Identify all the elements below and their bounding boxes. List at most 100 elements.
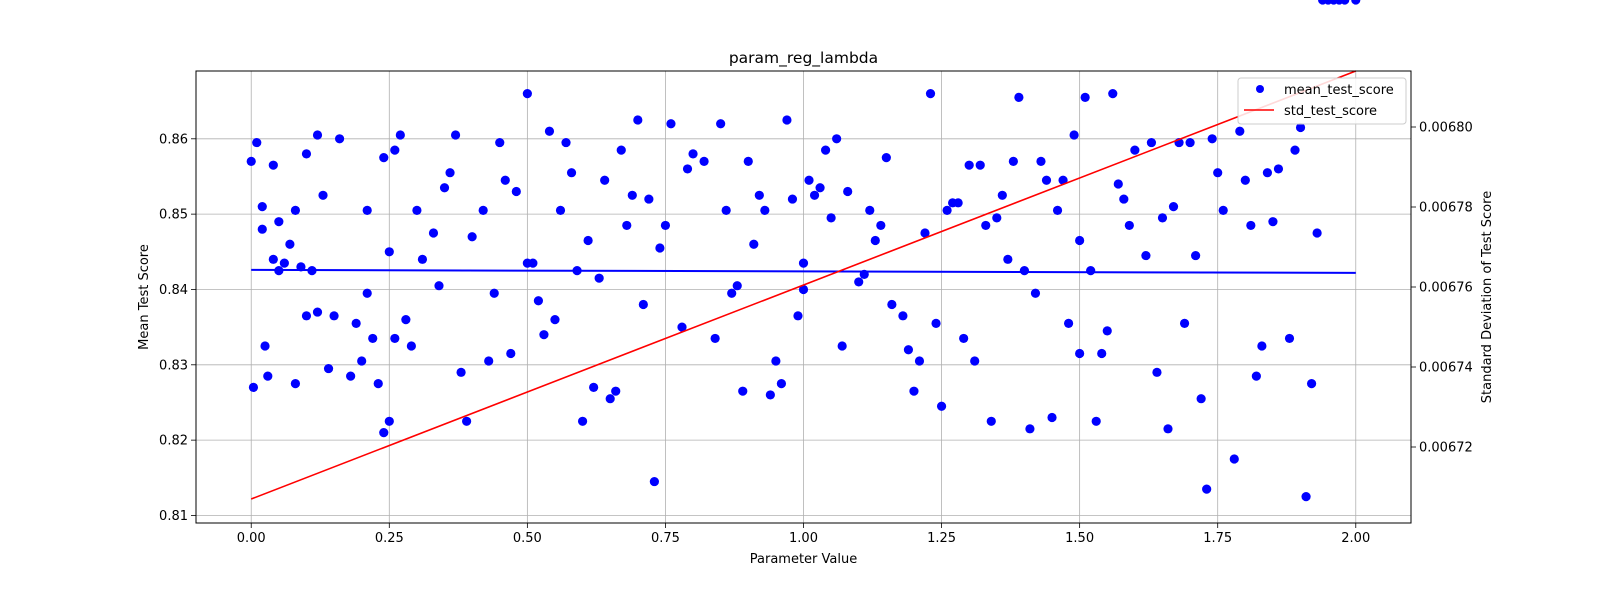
scatter-point — [782, 115, 791, 124]
scatter-point — [1290, 146, 1299, 155]
scatter-point — [1252, 372, 1261, 381]
scatter-point — [1092, 417, 1101, 426]
scatter-point — [1125, 221, 1134, 230]
scatter-point — [1163, 424, 1172, 433]
y-tick-label: 0.82 — [159, 434, 188, 449]
scatter-point — [799, 259, 808, 268]
scatter-point — [931, 319, 940, 328]
scatter-point — [976, 161, 985, 170]
scatter-point — [1108, 89, 1117, 98]
scatter-point — [1169, 202, 1178, 211]
scatter-point — [1053, 206, 1062, 215]
scatter-point — [462, 417, 471, 426]
scatter-point — [523, 89, 532, 98]
scatter-point — [760, 206, 769, 215]
scatter-point — [716, 119, 725, 128]
scatter-point — [1185, 138, 1194, 147]
scatter-point — [942, 206, 951, 215]
scatter-point — [722, 206, 731, 215]
y2-tick-label: 0.00676 — [1419, 281, 1473, 296]
scatter-point — [1130, 146, 1139, 155]
scatter-point — [688, 149, 697, 158]
scatter-point — [445, 168, 454, 177]
scatter-point — [838, 341, 847, 350]
scatter-point — [495, 138, 504, 147]
scatter-point — [291, 379, 300, 388]
scatter-point — [683, 164, 692, 173]
scatter-point — [854, 277, 863, 286]
scatter-point — [1246, 221, 1255, 230]
scatter-point — [882, 153, 891, 162]
legend-marker-mean — [1256, 85, 1264, 93]
scatter-point — [788, 194, 797, 203]
scatter-point — [1197, 394, 1206, 403]
scatter-point — [733, 281, 742, 290]
scatter-point — [396, 130, 405, 139]
scatter-point — [1208, 134, 1217, 143]
scatter-point — [1003, 255, 1012, 264]
y2-tick-label: 0.00672 — [1419, 441, 1473, 456]
scatter-point — [810, 191, 819, 200]
scatter-point — [766, 390, 775, 399]
scatter-point — [1274, 164, 1283, 173]
scatter-point — [451, 130, 460, 139]
scatter-point — [1301, 492, 1310, 501]
scatter-point — [1180, 319, 1189, 328]
scatter-point — [324, 364, 333, 373]
scatter-point — [1202, 485, 1211, 494]
y2-tick-label: 0.00680 — [1419, 121, 1473, 136]
scatter-point — [1075, 236, 1084, 245]
scatter-point — [1070, 130, 1079, 139]
scatter-point — [815, 183, 824, 192]
scatter-point — [545, 127, 554, 136]
scatter-point — [771, 356, 780, 365]
legend: mean_test_score std_test_score — [1238, 78, 1406, 124]
scatter-point — [1268, 217, 1277, 226]
legend-label-std: std_test_score — [1284, 104, 1377, 119]
scatter-point — [291, 206, 300, 215]
scatter-point — [887, 300, 896, 309]
scatter-point — [302, 311, 311, 320]
grid-lines — [196, 71, 1411, 523]
scatter-point — [843, 187, 852, 196]
scatter-point — [926, 89, 935, 98]
scatter-point — [434, 281, 443, 290]
scatter-point — [584, 236, 593, 245]
scatter-point — [1114, 179, 1123, 188]
scatter-point — [1241, 176, 1250, 185]
scatter-point — [418, 255, 427, 264]
x-tick-label: 1.00 — [789, 531, 818, 546]
scatter-point — [556, 206, 565, 215]
scatter-point — [606, 394, 615, 403]
scatter-point — [909, 387, 918, 396]
scatter-point — [998, 191, 1007, 200]
scatter-point — [534, 296, 543, 305]
scatter-point — [655, 243, 664, 252]
scatter-point — [727, 289, 736, 298]
scatter-point — [313, 130, 322, 139]
scatter-point — [1235, 127, 1244, 136]
scatter-point — [390, 146, 399, 155]
scatter-point — [1036, 157, 1045, 166]
scatter-point — [352, 319, 361, 328]
x-tick-label: 0.50 — [513, 531, 542, 546]
scatter-point — [970, 356, 979, 365]
scatter-point — [512, 187, 521, 196]
scatter-point — [793, 311, 802, 320]
scatter-point — [539, 330, 548, 339]
scatter-point — [578, 417, 587, 426]
scatter-point — [666, 119, 675, 128]
scatter-point — [401, 315, 410, 324]
scatter-point — [661, 221, 670, 230]
y-tick-label: 0.84 — [159, 283, 188, 298]
scatter-point — [1047, 413, 1056, 422]
scatter-point — [263, 372, 272, 381]
scatter-point — [898, 311, 907, 320]
scatter-point — [501, 176, 510, 185]
scatter-point — [313, 307, 322, 316]
scatter-point — [1097, 349, 1106, 358]
x-tick-label: 0.00 — [237, 531, 266, 546]
scatter-point — [1103, 326, 1112, 335]
scatter-point — [821, 146, 830, 155]
x-tick-label: 0.75 — [651, 531, 680, 546]
